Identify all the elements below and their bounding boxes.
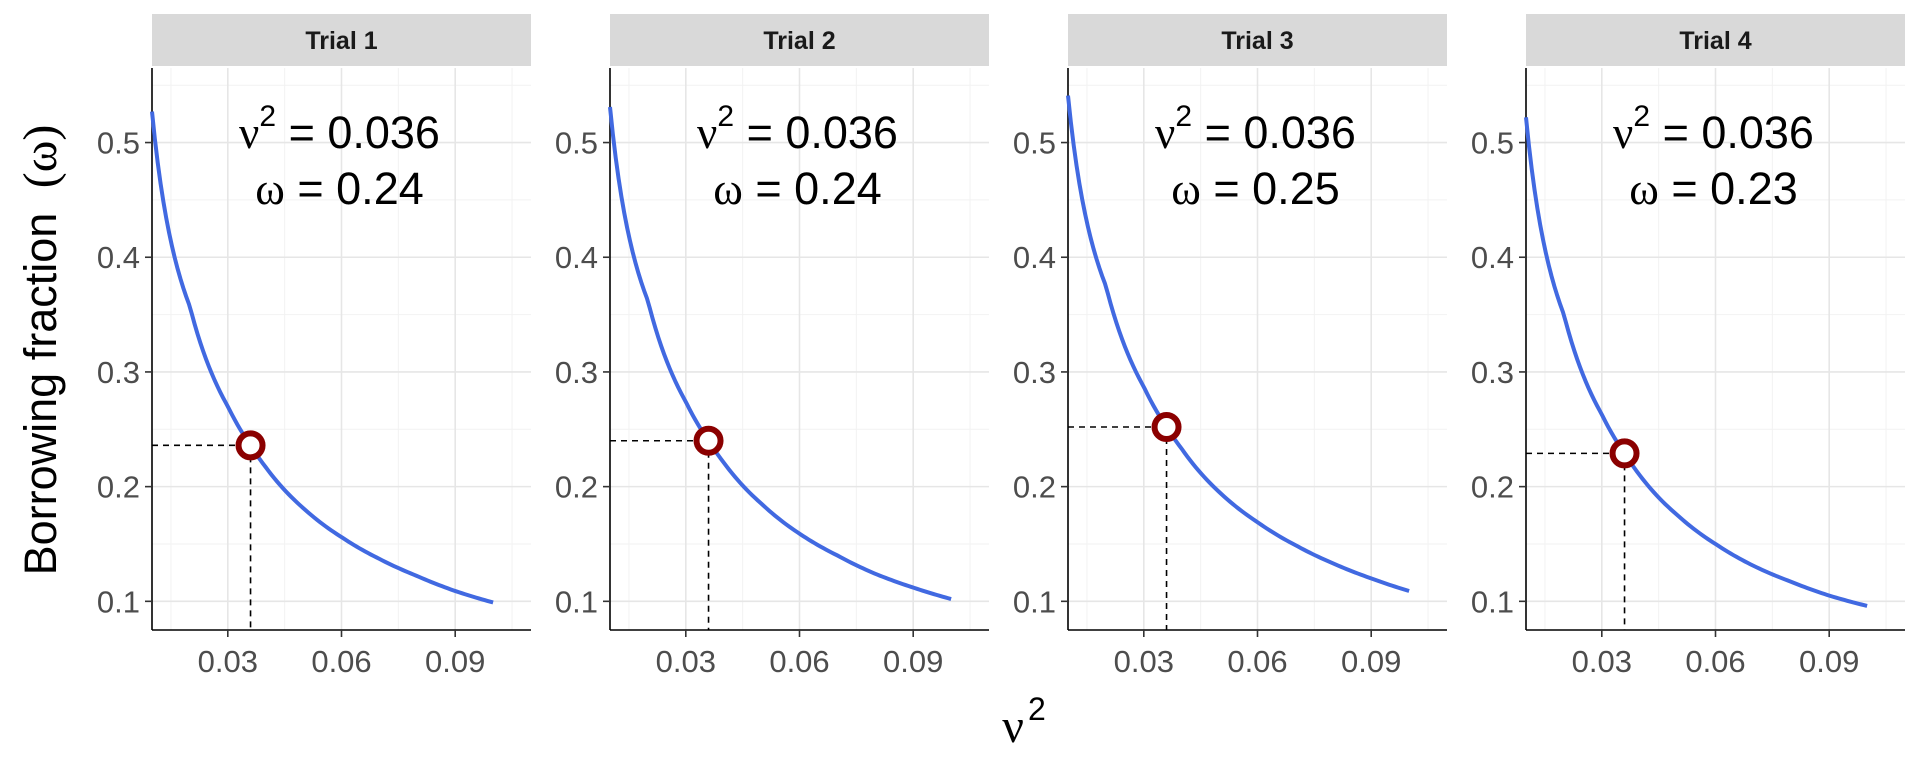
x-tick-label: 0.06: [769, 644, 829, 679]
annotation-omega-symbol: ω: [1629, 164, 1659, 214]
y-tick-label: 0.4: [555, 240, 598, 275]
x-tick-label: 0.03: [1114, 644, 1174, 679]
annotation-omega: ω = 0.24: [713, 163, 882, 214]
y-tick-label: 0.2: [97, 470, 140, 505]
annotation-nu-value: = 0.036: [1192, 107, 1356, 158]
panel-title: Trial 4: [1679, 27, 1751, 55]
x-axis-title: ν 2: [1002, 691, 1046, 753]
x-tick-label: 0.06: [1227, 644, 1287, 679]
y-tick-label: 0.4: [1471, 240, 1514, 275]
series-curve: [1524, 117, 1868, 608]
annotation-nu-symbol: ν: [697, 108, 717, 158]
x-axis-title-symbol: ν: [1002, 700, 1024, 753]
annotation-omega-symbol: ω: [255, 164, 285, 214]
annotation-omega-value: = 0.24: [743, 163, 882, 214]
annotation-nu: ν2 = 0.036: [239, 100, 440, 158]
annotation-omega-value: = 0.23: [1659, 163, 1798, 214]
highlight-point: [693, 425, 724, 456]
panel-strip: [610, 14, 989, 66]
series-curve: [150, 111, 494, 605]
annotation-nu-value: = 0.036: [1650, 107, 1814, 158]
x-tick-label: 0.09: [1341, 644, 1401, 679]
y-tick-label: 0.3: [555, 355, 598, 390]
annotation-omega-symbol: ω: [713, 164, 743, 214]
annotation-nu-symbol: ν: [239, 108, 259, 158]
y-tick-label: 0.3: [1013, 355, 1056, 390]
x-tick-label: 0.09: [1799, 644, 1859, 679]
annotation-nu-sup: 2: [1175, 100, 1192, 133]
y-tick-label: 0.5: [1471, 126, 1514, 161]
y-tick-label: 0.1: [555, 584, 598, 619]
grid-lines: [1526, 68, 1905, 630]
y-tick-label: 0.5: [1013, 126, 1056, 161]
x-tick-label: 0.03: [198, 644, 258, 679]
y-tick-label: 0.2: [1471, 470, 1514, 505]
annotation-omega-symbol: ω: [1171, 164, 1201, 214]
x-tick-label: 0.03: [656, 644, 716, 679]
annotation-nu: ν2 = 0.036: [1155, 100, 1356, 158]
panel-1: Trial 1 0.1 0.2 0.3 0.4 0.5 0.03 0.06 0.09 ν2 = 0…: [97, 14, 531, 679]
panel-title: Trial 2: [763, 27, 835, 55]
y-tick-label: 0.5: [97, 126, 140, 161]
panel-strip: [1068, 14, 1447, 66]
x-tick-label: 0.09: [425, 644, 485, 679]
y-tick-label: 0.4: [1013, 240, 1056, 275]
series-curve: [608, 106, 952, 601]
panel-3: Trial 3 0.1 0.2 0.3 0.4 0.5 0.03 0.06 0.09 ν2 = 0…: [1013, 14, 1447, 679]
panel-4: Trial 4 0.1 0.2 0.3 0.4 0.5 0.03 0.06 0.09 ν2 = 0…: [1471, 14, 1905, 679]
highlight-point: [235, 430, 266, 461]
annotation-omega: ω = 0.24: [255, 163, 424, 214]
x-tick-label: 0.06: [311, 644, 371, 679]
y-axis-title: Borrowing fraction (ω): [14, 125, 67, 576]
annotation-nu-symbol: ν: [1613, 108, 1633, 158]
panel-title: Trial 3: [1221, 27, 1293, 55]
annotation-nu-sup: 2: [1633, 100, 1650, 133]
x-tick-label: 0.06: [1685, 644, 1745, 679]
annotation-nu-sup: 2: [259, 100, 276, 133]
x-axis-title-sup: 2: [1028, 691, 1046, 727]
annotation-nu-symbol: ν: [1155, 108, 1175, 158]
grid-lines: [1068, 68, 1447, 630]
highlight-point: [1609, 438, 1640, 469]
annotation-omega-value: = 0.24: [285, 163, 424, 214]
series-curve: [1066, 95, 1410, 593]
x-tick-label: 0.03: [1572, 644, 1632, 679]
annotation-nu: ν2 = 0.036: [697, 100, 898, 158]
y-tick-label: 0.1: [1471, 584, 1514, 619]
y-tick-label: 0.1: [1013, 584, 1056, 619]
y-tick-label: 0.4: [97, 240, 140, 275]
y-axis-title-text: Borrowing fraction: [15, 213, 66, 576]
y-tick-label: 0.5: [555, 126, 598, 161]
panel-strip: [1526, 14, 1905, 66]
panel-title: Trial 1: [305, 27, 377, 55]
y-tick-label: 0.3: [97, 355, 140, 390]
y-tick-label: 0.1: [97, 584, 140, 619]
annotation-nu: ν2 = 0.036: [1613, 100, 1814, 158]
annotation-omega-value: = 0.25: [1201, 163, 1340, 214]
annotation-nu-value: = 0.036: [734, 107, 898, 158]
highlight-point: [1151, 411, 1182, 442]
y-tick-label: 0.2: [555, 470, 598, 505]
x-tick-label: 0.09: [883, 644, 943, 679]
y-tick-label: 0.2: [1013, 470, 1056, 505]
annotation-nu-sup: 2: [717, 100, 734, 133]
panel-2: Trial 2 0.1 0.2 0.3 0.4 0.5 0.03 0.06 0.09 ν2 = 0…: [555, 14, 989, 679]
annotation-nu-value: = 0.036: [276, 107, 440, 158]
panel-strip: [152, 14, 531, 66]
annotation-omega: ω = 0.25: [1171, 163, 1340, 214]
y-axis-title-symbol: (ω): [14, 125, 67, 189]
annotation-omega: ω = 0.23: [1629, 163, 1798, 214]
y-tick-label: 0.3: [1471, 355, 1514, 390]
